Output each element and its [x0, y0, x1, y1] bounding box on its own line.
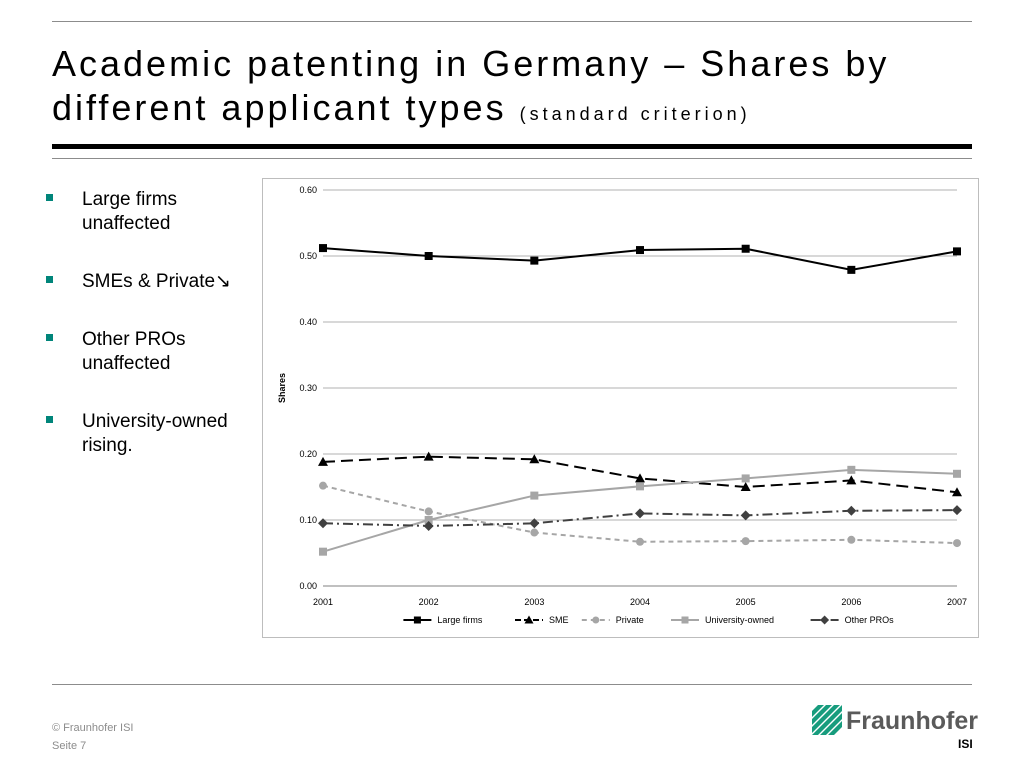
- data-point: [846, 505, 857, 516]
- data-point: [740, 510, 751, 521]
- data-point: [635, 508, 645, 519]
- x-tick-label: 2003: [524, 597, 544, 607]
- data-point: [319, 244, 327, 253]
- data-point: [530, 528, 539, 537]
- bullet-square-icon: [46, 276, 53, 283]
- bullet-text: Other PROs unaffected: [82, 329, 186, 374]
- legend-marker-icon: [592, 616, 600, 624]
- footer-copyright: © Fraunhofer ISI: [52, 722, 134, 734]
- data-point: [423, 451, 434, 461]
- top-rule: [52, 21, 972, 22]
- logo-wordmark: Fraunhofer: [846, 707, 978, 735]
- bullet-text: SMEs & Private↘: [82, 271, 231, 292]
- logo-subtext: ISI: [958, 737, 973, 751]
- data-point: [318, 518, 328, 529]
- bullet-square-icon: [46, 334, 53, 341]
- y-tick-label: 0.10: [299, 515, 317, 525]
- bullet-item: SMEs & Private↘: [46, 270, 246, 294]
- data-point: [319, 481, 327, 490]
- data-point: [530, 256, 539, 265]
- data-point: [319, 547, 327, 556]
- data-point: [740, 482, 751, 491]
- legend-label: SME: [549, 615, 569, 625]
- slide-title: Academic patenting in Germany – Shares b…: [52, 42, 972, 136]
- legend-label: Large firms: [437, 615, 483, 625]
- x-tick-label: 2004: [630, 597, 650, 607]
- y-tick-label: 0.60: [299, 185, 317, 195]
- fraunhofer-logo: Fraunhofer ISI: [812, 703, 978, 751]
- y-tick-label: 0.40: [299, 317, 317, 327]
- legend-label: University-owned: [705, 615, 774, 625]
- chart-frame: 0.00 0.10 0.20 0.30 0.40 0.50 0.60 2001 2002 2003…: [262, 178, 979, 638]
- fraunhofer-mark-icon: [812, 705, 842, 735]
- legend-marker-icon: [681, 616, 689, 624]
- slide-title-suffix: (standard criterion): [519, 104, 751, 124]
- data-point: [953, 247, 961, 256]
- data-point: [741, 474, 750, 483]
- footer-rule: [52, 684, 972, 685]
- legend-label: Private: [616, 615, 644, 625]
- y-tick-label: 0.20: [299, 449, 317, 459]
- data-point: [847, 465, 856, 474]
- data-point: [636, 482, 644, 491]
- data-point: [953, 539, 961, 548]
- y-tick-label: 0.30: [299, 383, 317, 393]
- data-point: [529, 454, 540, 464]
- bullet-text: University-owned rising.: [82, 411, 228, 456]
- footer-page-number: Seite 7: [52, 740, 87, 752]
- legend-label: Other PROs: [845, 615, 895, 625]
- data-point: [529, 518, 540, 529]
- title-underline-thick: [52, 144, 972, 149]
- data-point: [952, 505, 962, 516]
- legend-marker-icon: [524, 615, 534, 624]
- bullet-square-icon: [46, 194, 53, 201]
- data-point: [424, 252, 433, 260]
- bullet-item: University-owned rising.: [46, 410, 246, 458]
- x-tick-label: 2005: [736, 597, 756, 607]
- data-point: [846, 475, 857, 485]
- bullet-list: Large firms unaffected SMEs & Private↘ O…: [46, 188, 246, 492]
- legend-marker-icon: [413, 616, 421, 624]
- x-tick-label: 2002: [419, 597, 439, 607]
- y-tick-label: 0.00: [299, 581, 317, 591]
- data-point: [953, 469, 961, 478]
- legend-marker-icon: [820, 615, 830, 625]
- line-chart: 0.00 0.10 0.20 0.30 0.40 0.50 0.60 2001 2002 2003…: [277, 185, 967, 625]
- x-tick-label: 2001: [313, 597, 333, 607]
- data-point: [741, 244, 750, 253]
- bullet-square-icon: [46, 416, 53, 423]
- data-point: [847, 535, 856, 544]
- data-point: [952, 487, 962, 497]
- data-point: [424, 516, 433, 524]
- title-underline-thin: [52, 158, 972, 159]
- slide-title-text: Academic patenting in Germany – Shares b…: [52, 43, 890, 128]
- data-point: [318, 456, 328, 466]
- data-point: [636, 246, 644, 255]
- data-point: [424, 507, 433, 516]
- bullet-text: Large firms unaffected: [82, 189, 178, 234]
- bullet-item: Large firms unaffected: [46, 188, 246, 236]
- data-point: [636, 537, 644, 546]
- y-tick-label: 0.50: [299, 251, 317, 261]
- data-point: [635, 473, 645, 483]
- data-point: [847, 265, 856, 274]
- x-tick-label: 2007: [947, 597, 967, 607]
- data-point: [741, 537, 750, 546]
- data-point: [423, 520, 434, 531]
- data-point: [530, 491, 539, 500]
- bullet-item: Other PROs unaffected: [46, 328, 246, 376]
- x-tick-label: 2006: [841, 597, 861, 607]
- y-axis-label: Shares: [277, 373, 287, 403]
